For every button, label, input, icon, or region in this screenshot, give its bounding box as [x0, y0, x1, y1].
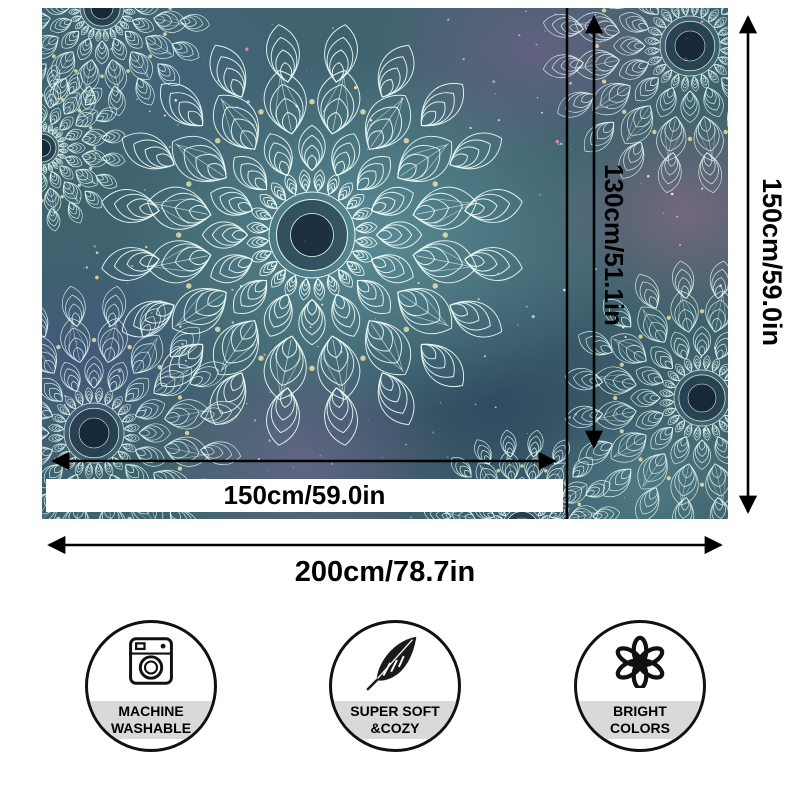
inner-width-label: 150cm/59.0in: [224, 480, 386, 511]
inner-width-label-strip: 150cm/59.0in: [46, 479, 563, 512]
badge-caption-line: BRIGHT: [613, 703, 667, 720]
badge-machine-washable: MACHINE WASHABLE: [85, 620, 217, 752]
badge-caption: SUPER SOFT &COZY: [332, 701, 458, 739]
badge-caption-line: WASHABLE: [111, 720, 191, 737]
badge-bright-colors: BRIGHT COLORS: [574, 620, 706, 752]
outer-width-label: 200cm/78.7in: [42, 556, 728, 589]
badge-caption-line: SUPER SOFT: [350, 703, 439, 720]
badge-caption-line: COLORS: [610, 720, 670, 737]
badge-caption-line: &COZY: [371, 720, 420, 737]
badge-caption: BRIGHT COLORS: [577, 701, 703, 739]
inner-height-label: 130cm/51.1in: [597, 155, 629, 335]
product-dimension-infographic: 150cm/59.0in 150cm/59.0in 130cm/51.1in 2…: [0, 0, 800, 800]
feather-icon: [364, 631, 426, 693]
flower-icon: [613, 634, 667, 688]
badge-caption-line: MACHINE: [118, 703, 183, 720]
washing-machine-icon: [125, 635, 177, 687]
badge-super-soft: SUPER SOFT &COZY: [329, 620, 461, 752]
outer-height-label: 150cm/59.0in: [755, 172, 787, 352]
badge-caption: MACHINE WASHABLE: [88, 701, 214, 739]
